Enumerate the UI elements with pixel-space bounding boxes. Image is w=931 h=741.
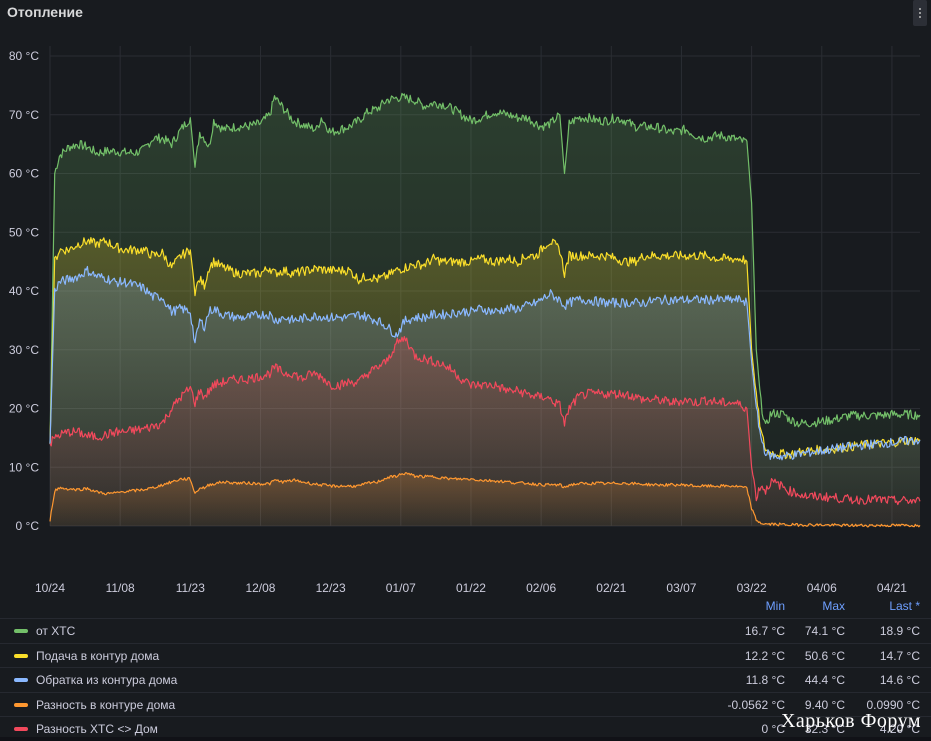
series-name: Разность в контуре дома	[36, 697, 176, 712]
y-tick-label: 50 °C	[9, 225, 39, 239]
y-tick-label: 70 °C	[9, 108, 39, 122]
x-tick-label: 10/24	[35, 581, 65, 595]
series-last: 14.6 °C	[879, 673, 920, 687]
series-line	[49, 265, 921, 461]
series-name: Разность ХТС <> Дом	[36, 722, 158, 736]
y-tick-label: 0 °C	[16, 519, 40, 533]
series-last: 18.9 °C	[879, 624, 920, 638]
legend-header-max[interactable]: Max	[822, 599, 845, 613]
y-tick-label: 80 °C	[9, 49, 39, 63]
series-line	[49, 336, 921, 506]
x-tick-label: 12/23	[316, 581, 346, 595]
series-last: 14.7 °C	[879, 648, 920, 663]
series-area	[50, 336, 920, 526]
time-series-chart[interactable]: 0 °C 10 °C 20 °C 30 °C 40 °C 50 °C 60 °C 70 °C 8…	[0, 0, 931, 596]
legend-row[interactable]: от ХТС 16.7 °C 74.1 °C 18.9 °C	[0, 618, 931, 643]
x-tick-label: 02/21	[596, 581, 626, 595]
series-max: 32.3 °C	[804, 722, 845, 736]
series-last: 0.0990 °C	[866, 697, 920, 712]
series-max: 74.1 °C	[804, 624, 845, 638]
legend: Min Max Last * от ХТС 16.7 °C 74.1 °C 18…	[0, 596, 931, 741]
series-swatch	[14, 678, 28, 682]
legend-row[interactable]: Разность ХТС <> Дом 0 °C 32.3 °C 4.20 °C	[0, 716, 931, 741]
legend-header: Min Max Last *	[0, 596, 931, 618]
series-max: 44.4 °C	[804, 673, 845, 687]
y-tick-label: 10 °C	[9, 460, 39, 474]
series-max: 9.40 °C	[804, 697, 845, 712]
x-tick-label: 12/08	[245, 581, 275, 595]
y-tick-label: 20 °C	[9, 402, 39, 416]
x-tick-label: 03/07	[666, 581, 696, 595]
series-line	[49, 472, 921, 528]
series-name: Подача в контур дома	[36, 648, 160, 663]
series-area	[50, 472, 920, 527]
x-tick-label: 01/22	[456, 581, 486, 595]
series-swatch	[14, 727, 28, 731]
series-min: 16.7 °C	[744, 624, 785, 638]
y-tick-label: 40 °C	[9, 284, 39, 298]
legend-row[interactable]: Подача в контур дома 12.2 °C 50.6 °C 14.…	[0, 642, 931, 668]
x-tick-label: 02/06	[526, 581, 556, 595]
series-swatch	[14, 629, 28, 633]
watermark-text: Харьков Форум	[780, 710, 921, 732]
x-tick-label: 11/23	[176, 581, 205, 595]
series-min: 11.8 °C	[745, 673, 785, 687]
legend-row[interactable]: Обратка из контура дома 11.8 °C 44.4 °C …	[0, 667, 931, 692]
x-tick-label: 04/06	[807, 581, 837, 595]
series-min: -0.0562 °C	[727, 697, 786, 712]
legend-row[interactable]: Разность в контуре дома -0.0562 °C 9.40 …	[0, 691, 931, 717]
series-last: 4.20 °C	[879, 722, 920, 736]
x-tick-label: 03/22	[737, 581, 767, 595]
series-min: 0 °C	[761, 722, 785, 736]
x-tick-label: 01/07	[386, 581, 416, 595]
panel-title: Отопление	[7, 4, 83, 20]
series-swatch	[14, 702, 28, 707]
legend-header-min[interactable]: Min	[765, 599, 785, 613]
panel-menu-icon[interactable]	[913, 0, 927, 26]
series-min: 12.2 °C	[744, 648, 785, 663]
x-tick-label: 04/21	[877, 581, 907, 595]
series-swatch	[14, 653, 28, 658]
series-max: 50.6 °C	[804, 648, 845, 663]
legend-header-last[interactable]: Last *	[889, 599, 920, 613]
series-name: от ХТС	[36, 624, 76, 638]
series-line	[49, 92, 921, 444]
x-tick-label: 11/08	[106, 581, 135, 595]
series-name: Обратка из контура дома	[36, 673, 178, 687]
y-tick-label: 60 °C	[9, 167, 39, 181]
y-tick-label: 30 °C	[9, 343, 39, 357]
